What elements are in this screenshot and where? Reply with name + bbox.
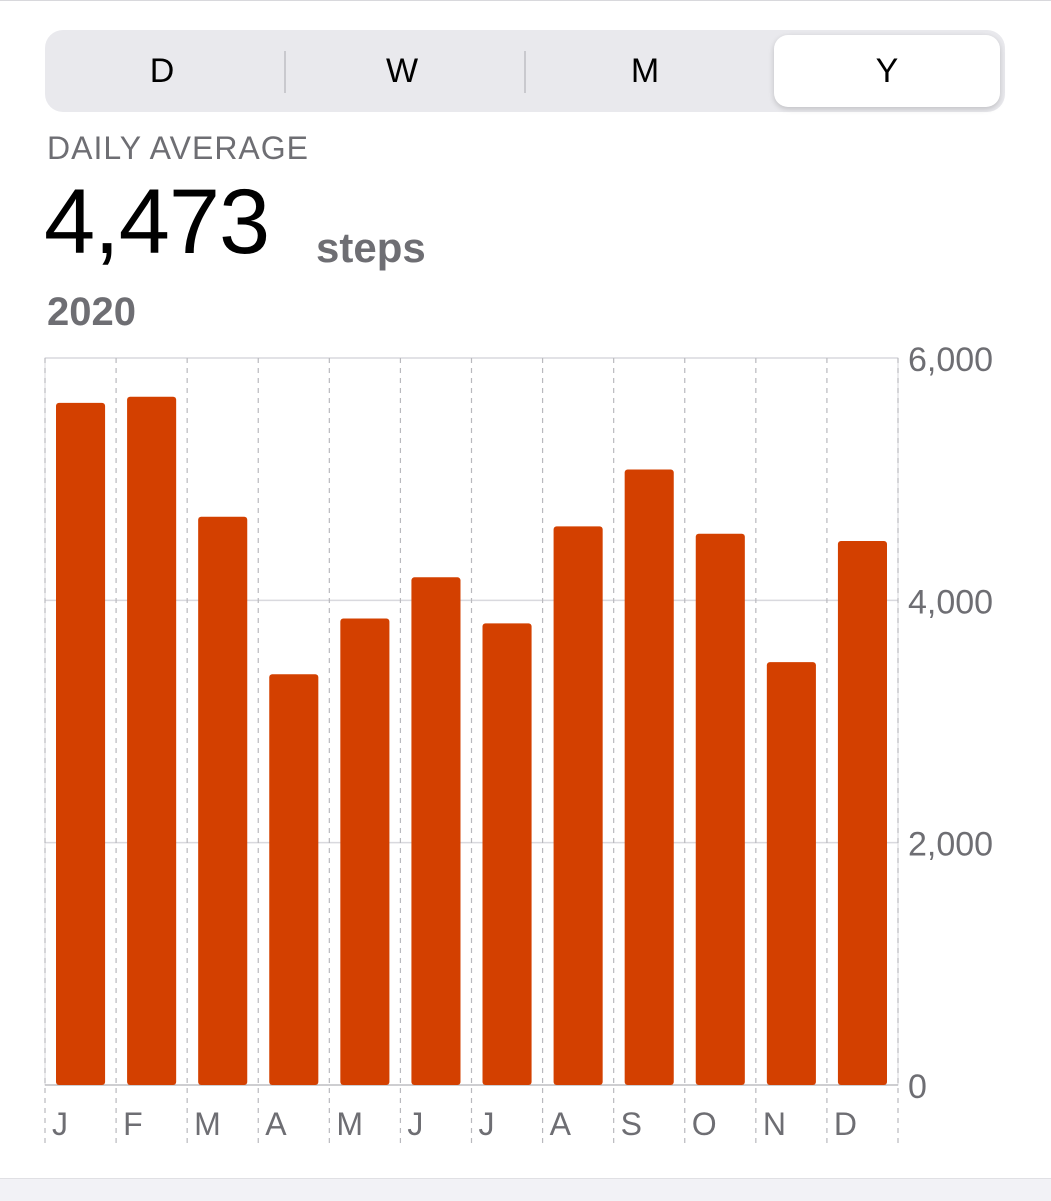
x-tick-label: S — [621, 1106, 642, 1142]
bar-11[interactable] — [766, 662, 816, 1085]
daily-average-value: 4,473 — [44, 171, 270, 273]
bar-2[interactable] — [127, 396, 177, 1086]
bar-6[interactable] — [411, 577, 461, 1085]
bar-3[interactable] — [198, 516, 248, 1085]
x-tick-label: J — [52, 1106, 68, 1142]
segment-day[interactable]: D — [149, 51, 175, 90]
x-tick-label: A — [265, 1106, 287, 1142]
summary-heading: DAILY AVERAGE — [47, 130, 309, 166]
x-tick-label: O — [692, 1106, 717, 1142]
bar-4[interactable] — [269, 674, 319, 1085]
top-divider — [0, 0, 1051, 1]
x-tick-label: M — [336, 1106, 363, 1142]
bar-7[interactable] — [482, 623, 532, 1085]
bar-1[interactable] — [56, 402, 106, 1085]
value-unit: steps — [316, 224, 426, 271]
y-tick-label: 0 — [908, 1068, 927, 1106]
bar-9[interactable] — [624, 469, 674, 1085]
x-tick-label: M — [194, 1106, 221, 1142]
steps-bar-chart: 0 2,000 4,000 6,000 J F M A M J J A S O N D — [44, 341, 993, 1143]
segment-week[interactable]: W — [385, 51, 419, 90]
bar-5[interactable] — [340, 618, 390, 1085]
segment-divider — [284, 51, 286, 93]
y-tick-label: 2,000 — [908, 826, 993, 864]
x-tick-label: A — [550, 1106, 572, 1142]
y-tick-label: 6,000 — [908, 341, 993, 379]
segment-year[interactable]: Y — [774, 35, 1000, 107]
bar-8[interactable] — [553, 526, 603, 1085]
bottom-bar — [0, 1178, 1051, 1201]
x-tick-label: J — [479, 1106, 495, 1142]
period-segmented-control: D W M Y — [45, 30, 1005, 112]
segment-month[interactable]: M — [630, 51, 660, 90]
x-tick-label: N — [763, 1106, 786, 1142]
period-label: 2020 — [47, 290, 136, 334]
x-tick-label: D — [834, 1106, 857, 1142]
bar-12[interactable] — [837, 540, 887, 1085]
x-tick-label: F — [123, 1106, 143, 1142]
x-tick-label: J — [407, 1106, 423, 1142]
bar-10[interactable] — [695, 533, 745, 1085]
segment-divider — [524, 51, 526, 93]
y-tick-label: 4,000 — [908, 583, 993, 621]
